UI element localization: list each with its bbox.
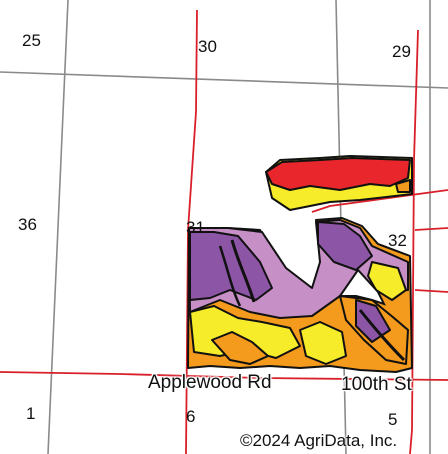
road-line-east — [409, 29, 419, 454]
section-label-25: 25 — [22, 31, 41, 50]
road-line-east-stub — [414, 227, 448, 231]
road-line-west — [185, 9, 198, 454]
road-label-applewood-rd: Applewood Rd — [148, 372, 272, 393]
section-label-6: 6 — [186, 407, 196, 426]
non-field-area — [338, 268, 386, 306]
road-line-east-stub-2 — [414, 289, 448, 293]
road-label-100th-st: 100th St — [341, 374, 412, 395]
section-label-30: 30 — [198, 37, 217, 56]
road-lines — [0, 9, 448, 454]
section-label-36: 36 — [18, 215, 37, 234]
section-line-west — [47, 0, 69, 454]
section-label-5: 5 — [388, 410, 398, 429]
section-label-1: 1 — [26, 404, 36, 423]
section-label-29: 29 — [392, 42, 411, 61]
copyright-notice: ©2024 AgriData, Inc. — [240, 431, 398, 450]
section-line-north — [0, 71, 448, 89]
road-line-south — [0, 371, 448, 381]
soil-strip-north[interactable] — [265, 155, 413, 211]
section-label-32: 32 — [388, 231, 407, 250]
section-label-31: 31 — [186, 218, 205, 237]
